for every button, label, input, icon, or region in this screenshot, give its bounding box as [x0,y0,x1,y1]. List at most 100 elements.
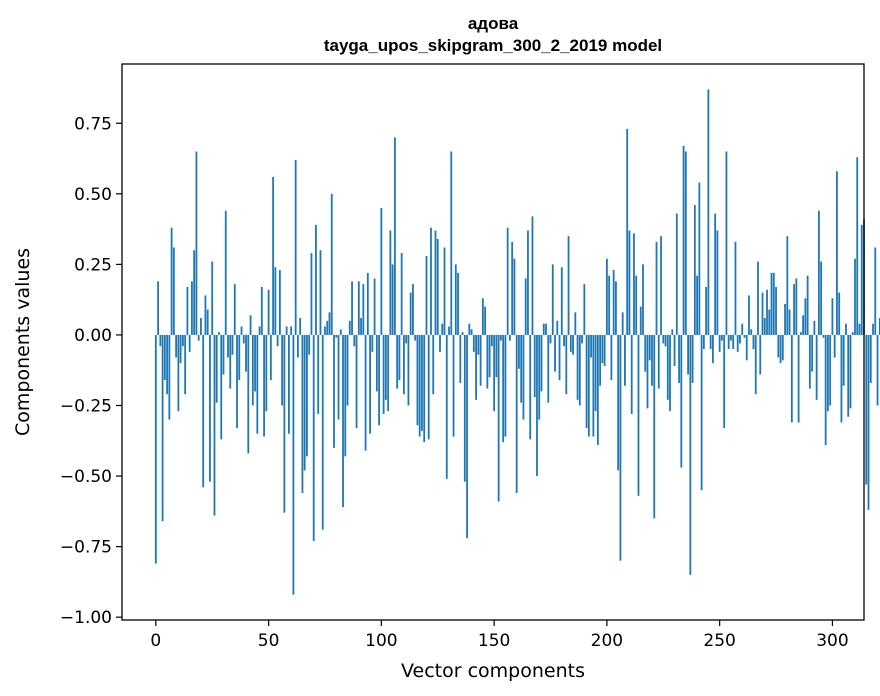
bar [689,334,692,575]
x-tick-label: 0 [150,631,161,651]
bar [443,247,446,335]
bar [601,334,604,364]
bar [459,334,462,383]
bar [339,329,342,335]
bar [236,334,238,429]
bar [400,253,403,335]
bar [233,284,236,335]
bar [594,334,597,412]
bar [711,334,714,364]
bar [393,137,396,335]
bar [328,312,331,335]
bar [466,334,468,539]
bar [554,334,556,372]
bar [405,334,408,344]
y-axis-ticks: −1.00 −0.75 −0.50 −0.25 0.00 0.25 0.50 0.75 [60,114,122,628]
bar [215,334,218,403]
bar [163,334,166,381]
bar [472,334,475,352]
bar [869,334,872,383]
bar [700,334,703,491]
bar [558,334,561,381]
bar [730,334,732,341]
bar [161,334,164,522]
bar [608,275,611,335]
bar [384,334,387,400]
bar [831,298,834,335]
bar [599,334,602,386]
bar [666,334,669,400]
bar [416,334,419,426]
bar [191,281,193,335]
bar [159,334,162,347]
bar [732,334,735,350]
bar [648,334,651,361]
bar [337,334,340,420]
bar [630,334,633,414]
bar [502,334,505,443]
bar [308,334,311,355]
bar [333,334,335,448]
bar [605,258,608,335]
bar [197,334,200,341]
bar [427,334,430,440]
bar [779,334,782,364]
bar [317,334,320,414]
bar [409,292,412,335]
bar [750,329,753,335]
bar [330,193,333,335]
bar [168,334,171,420]
bar [576,334,579,400]
bar [378,334,381,426]
bar [515,334,518,493]
bar [563,334,565,347]
bar [655,241,658,335]
bar [461,332,464,335]
x-tick-label: 250 [703,631,735,651]
bar [403,334,405,395]
bar [407,334,410,406]
bar [344,334,347,457]
bar [430,227,432,335]
bar [743,334,746,338]
bar [567,236,570,335]
bar [587,334,590,437]
bar [321,334,324,530]
bar [696,275,699,335]
bar [373,278,376,335]
bar [763,318,766,335]
bar [795,278,798,335]
bar [770,272,773,335]
bar [754,334,757,395]
bar [741,323,744,335]
bar [572,334,574,355]
bar [375,334,378,392]
bar [335,334,338,338]
bar [398,334,401,381]
bar [283,334,286,513]
x-tick-label: 300 [816,631,848,651]
bar [436,238,439,335]
bar [626,128,629,335]
x-tick-label: 150 [478,631,510,651]
bar [612,270,615,335]
bar [551,264,554,335]
bar [396,334,399,389]
bar [872,323,874,335]
bar [615,281,617,335]
bar [290,326,293,335]
bar [673,334,676,366]
bar [220,334,223,440]
bar [669,334,671,412]
bar [533,334,536,398]
bar [547,334,550,403]
bar [811,334,814,372]
bar [200,318,202,335]
bar [687,334,689,375]
bar [714,213,717,335]
bar [529,334,532,440]
bar [797,334,800,423]
bar [865,334,868,485]
bar [204,295,207,335]
bar [734,241,737,335]
